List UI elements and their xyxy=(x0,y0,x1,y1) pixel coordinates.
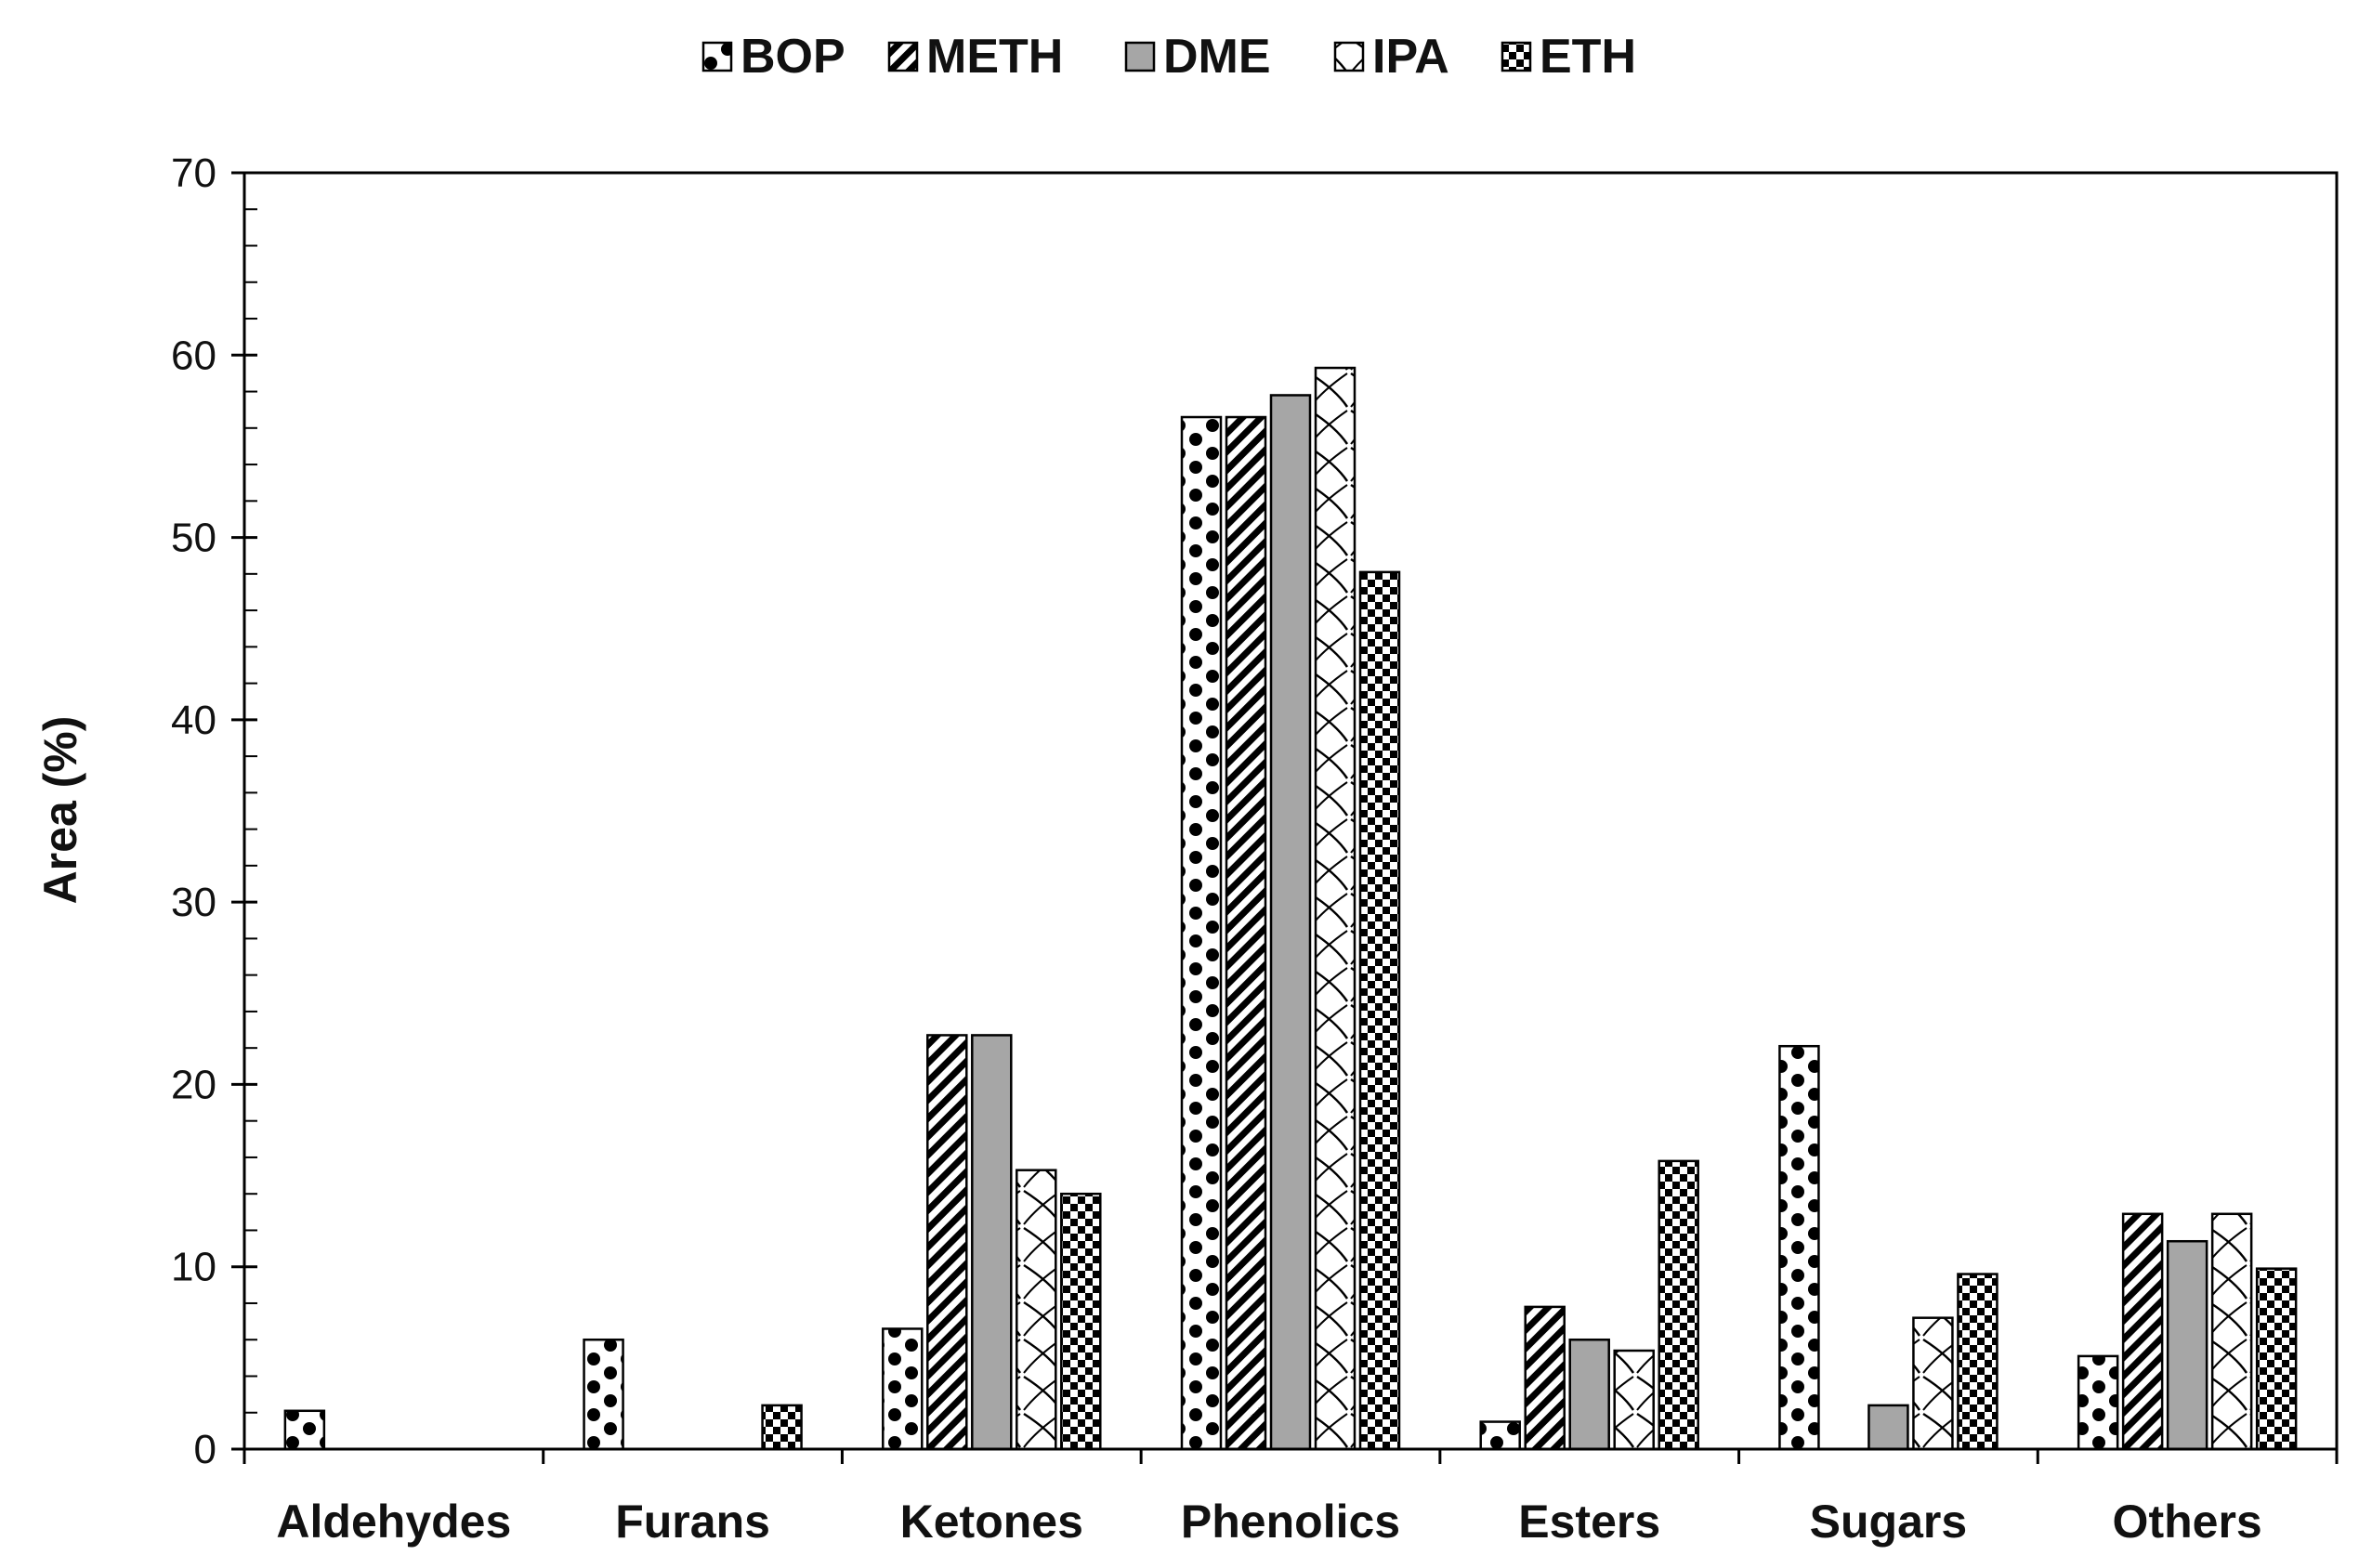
bar-meth-ketones xyxy=(926,1034,968,1451)
bar-bop-furans xyxy=(583,1338,624,1451)
x-tick-label: Aldehydes xyxy=(276,1496,511,1548)
legend-label-eth: ETH xyxy=(1540,30,1636,84)
x-tick-label: Esters xyxy=(1518,1496,1660,1548)
bar-eth-furans xyxy=(761,1404,803,1451)
y-tick-label: 50 xyxy=(171,516,216,561)
bar-dme-esters xyxy=(1568,1338,1610,1451)
y-tick-label: 10 xyxy=(171,1245,216,1290)
y-tick-label: 40 xyxy=(171,698,216,743)
bar-ipa-sugars xyxy=(1912,1316,1954,1451)
x-tick-label: Sugars xyxy=(1810,1496,1968,1548)
bar-eth-others xyxy=(2255,1267,2298,1451)
y-tick-label: 20 xyxy=(171,1062,216,1107)
x-tick-label: Phenolics xyxy=(1181,1496,1400,1548)
bar-ipa-others xyxy=(2210,1212,2253,1451)
legend-swatch-bop xyxy=(701,41,733,72)
bar-ipa-ketones xyxy=(1016,1169,1057,1451)
legend-label-meth: METH xyxy=(926,30,1063,84)
bar-bop-others xyxy=(2077,1354,2119,1451)
legend-swatch-dme xyxy=(1124,41,1156,72)
plot-frame xyxy=(242,171,2339,1451)
legend-label-dme: DME xyxy=(1163,30,1271,84)
bar-ipa-esters xyxy=(1613,1349,1655,1451)
bar-dme-ketones xyxy=(971,1034,1013,1451)
bar-meth-others xyxy=(2121,1212,2164,1451)
bar-eth-esters xyxy=(1658,1159,1699,1451)
y-axis-title: Area (%) xyxy=(34,716,86,905)
x-tick-label: Furans xyxy=(615,1496,770,1548)
x-tick-label: Others xyxy=(2113,1496,2262,1548)
bar-meth-phenolics xyxy=(1225,415,1267,1451)
plot-area xyxy=(283,366,2298,1451)
legend-swatch-ipa xyxy=(1333,41,1365,72)
bar-meth-esters xyxy=(1524,1305,1566,1451)
legend-label-ipa: IPA xyxy=(1372,30,1449,84)
y-tick-label: 0 xyxy=(194,1427,216,1472)
bar-bop-phenolics xyxy=(1180,415,1223,1451)
y-tick-label: 70 xyxy=(171,150,216,196)
bar-bop-sugars xyxy=(1778,1044,1820,1451)
bar-bop-ketones xyxy=(882,1327,924,1451)
bar-dme-others xyxy=(2166,1239,2208,1451)
chart-legend: BOP METH DME IPA ETH xyxy=(701,30,1636,84)
axes: 0 10 20 30 40 50 60 70 Aldehydes Furans Ketones Phe… xyxy=(171,150,2339,1548)
bar-eth-ketones xyxy=(1060,1192,1102,1451)
bar-bop-aldehydes xyxy=(283,1409,326,1451)
y-tick-label: 30 xyxy=(171,880,216,925)
x-tick-label: Ketones xyxy=(900,1496,1083,1548)
legend-swatch-eth xyxy=(1501,41,1532,72)
bar-eth-phenolics xyxy=(1358,570,1401,1451)
bar-eth-sugars xyxy=(1957,1273,1999,1451)
bar-dme-phenolics xyxy=(1269,394,1312,1451)
bar-bop-esters xyxy=(1479,1420,1521,1451)
legend-swatch-meth xyxy=(887,41,919,72)
y-tick-label: 60 xyxy=(171,333,216,378)
legend-label-bop: BOP xyxy=(740,30,845,84)
bar-dme-sugars xyxy=(1868,1404,1909,1451)
bar-ipa-phenolics xyxy=(1314,366,1356,1451)
